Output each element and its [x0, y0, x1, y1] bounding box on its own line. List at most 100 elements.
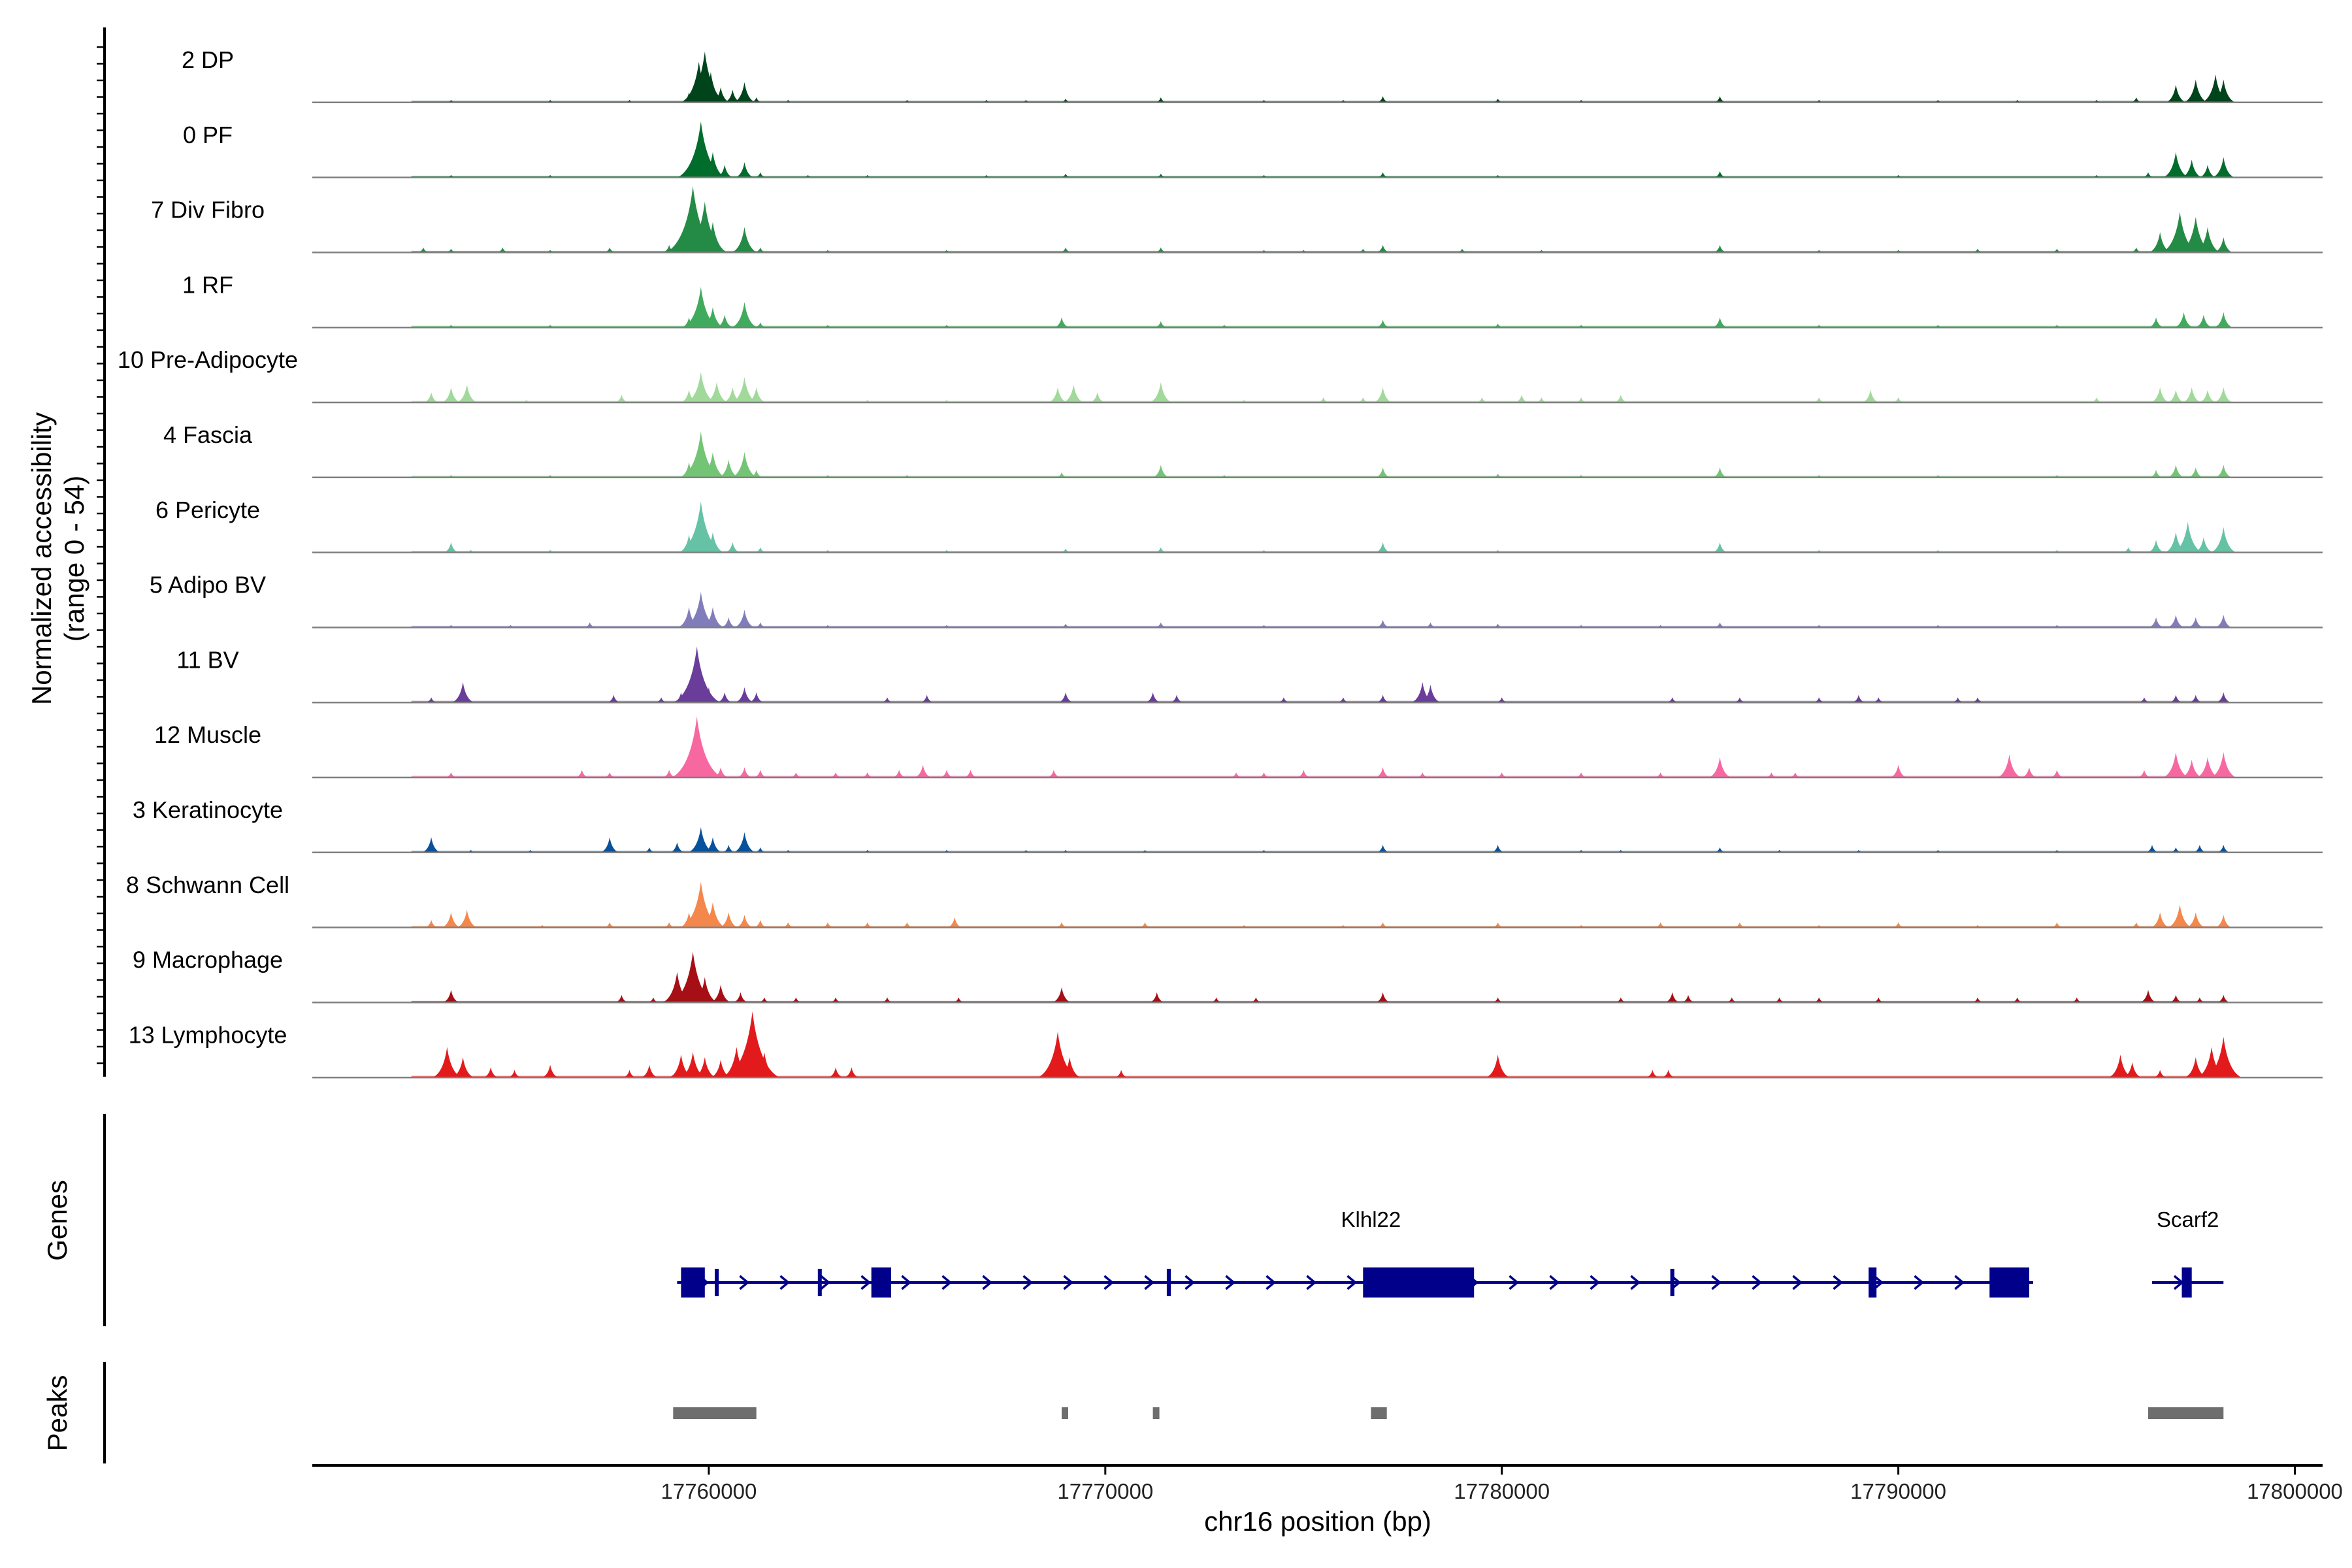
- accessibility-peak: [1615, 997, 1627, 1003]
- accessibility-peak: [1377, 172, 1389, 178]
- track-4-fascia: 4 Fascia: [163, 421, 2323, 479]
- accessibility-peak: [1375, 542, 1391, 553]
- accessibility-peak: [1708, 757, 1731, 777]
- accessibility-peak: [755, 172, 766, 178]
- accessibility-peak: [1813, 697, 1825, 703]
- accessibility-peak: [2193, 845, 2206, 853]
- gene-label: Klhl22: [1341, 1207, 1401, 1232]
- accessibility-peak: [1714, 171, 1726, 178]
- accessibility-peak: [1892, 922, 1904, 928]
- accessibility-peak: [604, 772, 615, 777]
- accessibility-peak: [964, 770, 977, 777]
- accessibility-peak: [681, 317, 696, 328]
- accessibility-peak: [1889, 764, 1907, 777]
- accessibility-peak: [2205, 1037, 2242, 1078]
- accessibility-peak: [1872, 997, 1884, 1003]
- accessibility-peak: [2169, 694, 2183, 703]
- accessibility-peak: [725, 1011, 780, 1078]
- accessibility-peak: [718, 459, 739, 478]
- accessibility-peak: [1375, 467, 1391, 478]
- genes-panel-title: Genes: [42, 1180, 73, 1261]
- peak-region: [1152, 1407, 1160, 1419]
- accessibility-peak: [1492, 623, 1503, 628]
- accessibility-peak: [731, 377, 758, 402]
- accessibility-peak: [700, 152, 726, 178]
- strand-arrow: [1711, 1275, 1722, 1290]
- accessibility-peak: [1376, 244, 1390, 253]
- accessibility-peak: [1515, 395, 1529, 402]
- strand-arrow: [1144, 1275, 1155, 1290]
- accessibility-peak: [2181, 159, 2202, 178]
- accessibility-peak: [2149, 232, 2172, 253]
- accessibility-peak: [2174, 312, 2193, 328]
- strand-arrow: [779, 1275, 791, 1290]
- strand-arrow: [1225, 1275, 1236, 1290]
- accessibility-peak: [735, 687, 754, 703]
- track-5-adipo-bv: 5 Adipo BV: [150, 572, 2323, 629]
- accessibility-peak: [1713, 244, 1727, 253]
- accessibility-peak: [584, 622, 596, 628]
- accessibility-peak: [1972, 248, 1983, 253]
- accessibility-peak: [1661, 1070, 1675, 1078]
- accessibility-peak: [680, 389, 698, 402]
- accessibility-peak: [2012, 997, 2023, 1003]
- accessibility-peak: [1060, 99, 1071, 103]
- track-label: 5 Adipo BV: [150, 572, 266, 598]
- accessibility-peak: [2183, 79, 2208, 103]
- accessibility-peak: [2148, 540, 2164, 553]
- accessibility-peak: [716, 314, 733, 328]
- strand-arrow: [1509, 1275, 1520, 1290]
- accessibility-peak: [2140, 990, 2157, 1003]
- peak-region: [673, 1407, 757, 1419]
- accessibility-peak: [2182, 387, 2201, 402]
- accessibility-peak: [1416, 772, 1429, 777]
- accessibility-peak: [2184, 1057, 2207, 1078]
- accessibility-peak: [2149, 470, 2163, 478]
- accessibility-peak: [733, 82, 756, 103]
- accessibility-peak: [508, 1070, 521, 1078]
- accessibility-peak: [1852, 694, 1865, 703]
- accessibility-peak: [2137, 770, 2151, 777]
- accessibility-peak: [692, 977, 718, 1003]
- accessibility-peak: [2123, 1062, 2142, 1078]
- accessibility-peak: [696, 72, 726, 103]
- track-label: 6 Pericyte: [155, 497, 260, 523]
- accessibility-peak: [1492, 474, 1503, 478]
- exon: [1670, 1269, 1674, 1296]
- accessibility-peak: [1972, 997, 1984, 1003]
- accessibility-peak: [2194, 537, 2213, 553]
- accessibility-peak: [881, 697, 893, 703]
- accessibility-peak: [442, 990, 460, 1003]
- track-11-bv: 11 BV: [176, 646, 2323, 704]
- accessibility-peak: [2195, 314, 2212, 328]
- track-7-div-fibro: 7 Div Fibro: [151, 186, 2323, 253]
- strand-arrow: [1347, 1275, 1358, 1290]
- accessibility-peak: [1492, 323, 1503, 328]
- accessibility-peak: [1376, 619, 1390, 628]
- accessibility-peak: [542, 1064, 559, 1078]
- accessibility-peak: [1492, 99, 1503, 103]
- accessibility-peak: [1997, 755, 2021, 777]
- accessibility-peak: [700, 902, 726, 928]
- accessibility-peak: [1813, 397, 1825, 402]
- accessibility-peak: [1375, 992, 1391, 1003]
- accessibility-peak: [1892, 397, 1904, 402]
- accessibility-peak: [2195, 227, 2221, 253]
- accessibility-peak: [423, 392, 439, 402]
- accessibility-peak: [451, 682, 474, 703]
- accessibility-peak: [2131, 922, 2142, 928]
- accessibility-peak: [703, 837, 723, 853]
- accessibility-peak: [2167, 389, 2185, 402]
- strand-arrow: [1914, 1275, 1925, 1290]
- accessibility-peak: [2188, 467, 2204, 478]
- accessibility-peak: [686, 372, 716, 402]
- accessibility-peak: [1170, 694, 1184, 703]
- track-label: 4 Fascia: [163, 421, 253, 448]
- accessibility-peak: [2199, 389, 2216, 402]
- accessibility-peak: [2151, 387, 2170, 402]
- accessibility-peak: [1052, 987, 1071, 1003]
- accessibility-peak: [698, 221, 728, 253]
- exon: [715, 1269, 719, 1296]
- accessibility-peak: [2215, 615, 2232, 628]
- accessibility-peak: [1357, 397, 1369, 402]
